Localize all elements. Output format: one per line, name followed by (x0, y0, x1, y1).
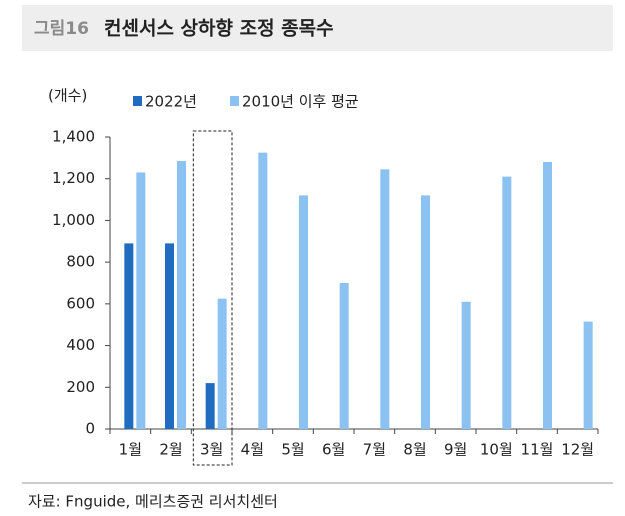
legend-label: 2010년 이후 평균 (242, 93, 359, 111)
bar (461, 301, 471, 429)
source: 자료: Fnguide, 메리츠증권 리서치센터 (28, 493, 278, 511)
y-tick-label: 200 (66, 378, 95, 396)
x-tick-label: 12월 (561, 441, 594, 459)
bar (299, 195, 308, 429)
bar (339, 283, 349, 429)
x-tick-label: 5월 (281, 441, 304, 459)
bar (502, 176, 512, 429)
y-axis-label: (개수) (48, 87, 87, 105)
y-tick-label: 800 (66, 253, 95, 271)
bar (136, 172, 146, 429)
y-tick-label: 0 (85, 420, 95, 438)
x-tick-label: 6월 (322, 441, 345, 459)
x-tick-label: 3월 (200, 441, 223, 459)
bar (177, 160, 186, 429)
x-tick-label: 1월 (119, 441, 142, 459)
y-tick-label: 600 (66, 294, 95, 312)
bar (543, 162, 552, 429)
y-tick-label: 400 (66, 336, 95, 354)
bar (380, 169, 390, 430)
y-tick-label: 1,000 (52, 211, 95, 229)
x-tick-label: 4월 (241, 441, 264, 459)
bar (258, 152, 268, 429)
y-tick-label: 1,200 (52, 169, 95, 187)
bar (165, 243, 174, 429)
figure-label: 그림16 (34, 19, 89, 39)
x-tick-label: 10월 (480, 441, 513, 459)
bar (205, 383, 215, 429)
legend-label: 2022년 (145, 93, 197, 111)
title-bar (22, 5, 613, 51)
bar (583, 321, 593, 429)
chart-title: 컨센서스 상하향 조정 종목수 (104, 18, 334, 40)
x-tick-label: 7월 (363, 441, 386, 459)
x-tick-label: 9월 (444, 441, 467, 459)
bar (217, 298, 227, 429)
highlight-box (192, 130, 233, 466)
bar (124, 243, 134, 429)
y-tick-label: 1,400 (52, 128, 95, 146)
bar (421, 195, 430, 429)
x-tick-label: 2월 (159, 441, 182, 459)
x-tick-label: 8월 (403, 441, 426, 459)
legend-swatch (229, 96, 239, 106)
x-tick-label: 11월 (521, 441, 554, 459)
legend-swatch (133, 96, 142, 106)
